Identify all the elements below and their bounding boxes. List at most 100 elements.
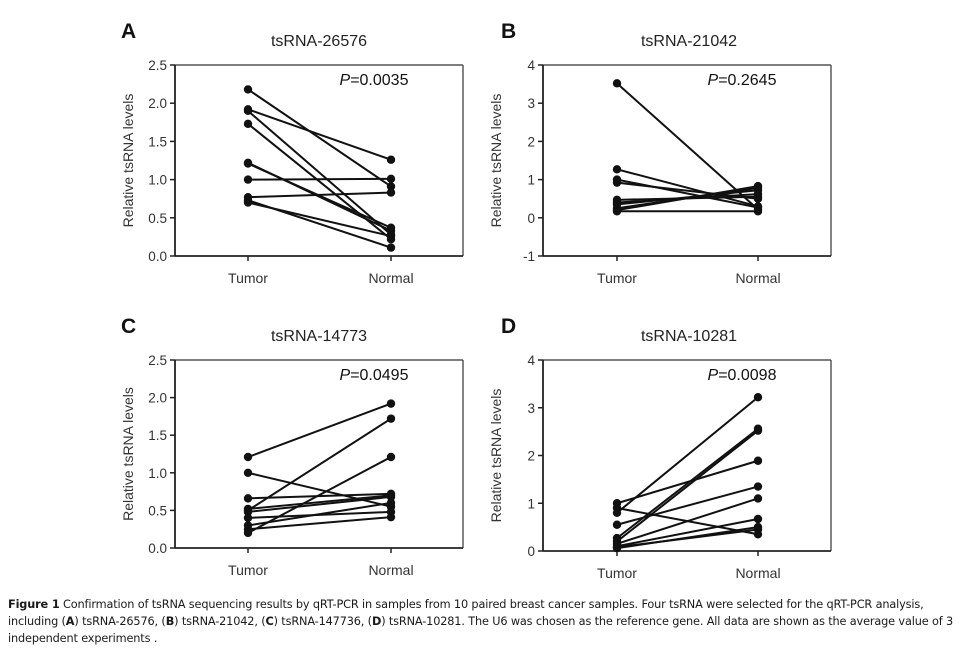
- pair-line: [247, 191, 392, 199]
- normal-point: [386, 155, 396, 164]
- pair-line: [247, 402, 392, 458]
- y-tick-label: 3: [527, 401, 535, 416]
- y-tick-label: 0.5: [148, 211, 167, 226]
- pair-line: [616, 497, 759, 545]
- x-tick-label: Tumor: [597, 565, 637, 581]
- y-tick-label: 0.0: [148, 541, 167, 556]
- p-value: =0.2645: [718, 72, 776, 89]
- pair-line: [247, 417, 392, 512]
- p-value: =0.0098: [718, 367, 776, 384]
- tumor-point: [243, 468, 253, 477]
- pair-line: [247, 494, 392, 510]
- chart-title: tsRNA-10281: [641, 328, 737, 345]
- pair-line: [616, 526, 759, 550]
- p-label: P: [340, 72, 351, 89]
- normal-point: [386, 498, 396, 508]
- caption-ref-b: B: [165, 615, 175, 628]
- tumor-point: [243, 159, 253, 168]
- tumor-point: [612, 178, 622, 187]
- caption-text: ) tsRNA-26576, (: [74, 615, 166, 628]
- y-tick-label: 1.5: [148, 428, 167, 443]
- y-tick-label: 1: [527, 173, 535, 188]
- caption-text: ) tsRNA-21042, (: [174, 615, 266, 628]
- tumor-point: [243, 513, 253, 523]
- panel-c: C tsRNA-14773 0.0 0.5 1.0 1.5 2.0 2.5 Tumor Nor…: [120, 315, 464, 578]
- y-tick-label: 2.0: [148, 96, 167, 111]
- normal-point: [386, 512, 396, 522]
- pair-line: [616, 82, 759, 211]
- tumor-point: [243, 507, 253, 517]
- tumor-point: [243, 452, 253, 462]
- figure-panels: A tsRNA-26576 0.0 0.5 1.0 1.5 2.0 2.5 Tumor Nor…: [120, 20, 832, 581]
- pair-line: [616, 178, 759, 209]
- y-axis-label: Relative tsRNA levels: [120, 387, 136, 521]
- x-tick-label: Tumor: [228, 562, 268, 578]
- tumor-point: [243, 494, 253, 503]
- p-value-annotation: P=0.2645: [708, 72, 777, 89]
- p-label: P: [708, 72, 719, 89]
- plot-area: -1 0 1 2 3 4 Tumor Normal Relative tsRNA levels P…: [488, 58, 832, 286]
- normal-point: [753, 522, 763, 532]
- tumor-point: [243, 85, 253, 94]
- y-axis-label: Relative tsRNA levels: [488, 389, 504, 523]
- y-tick-label: 2.0: [148, 391, 167, 406]
- tumor-point: [612, 520, 622, 529]
- caption-text: ) tsRNA-10281. The U6 was chosen as the …: [8, 615, 954, 645]
- y-tick-label: 1.0: [148, 173, 167, 188]
- x-tick-label: Normal: [735, 565, 780, 581]
- pair-line: [247, 123, 392, 240]
- tumor-point: [243, 106, 253, 116]
- p-value-annotation: P=0.0035: [340, 72, 409, 89]
- normal-point: [386, 174, 396, 184]
- y-tick-label: 0: [527, 544, 535, 559]
- pair-line: [616, 485, 759, 526]
- pair-line: [247, 177, 392, 181]
- plot-area: 0.0 0.5 1.0 1.5 2.0 2.5 Tumor Normal Relative ts…: [120, 353, 464, 578]
- pair-line: [616, 518, 759, 548]
- x-tick-label: Normal: [735, 270, 780, 286]
- normal-point: [753, 393, 763, 402]
- panel-letter: D: [501, 315, 516, 338]
- pair-line: [247, 471, 392, 508]
- y-tick-label: 2: [527, 134, 535, 149]
- pair-line: [247, 201, 392, 238]
- tumor-point: [612, 165, 622, 174]
- p-value: =0.0495: [350, 367, 408, 384]
- panel-a: A tsRNA-26576 0.0 0.5 1.0 1.5 2.0 2.5 Tumor Nor…: [120, 20, 464, 286]
- p-value-annotation: P=0.0495: [340, 367, 409, 384]
- y-tick-label: 1.0: [148, 466, 167, 481]
- normal-point: [386, 414, 396, 423]
- pair-line: [247, 456, 392, 534]
- tumor-point: [243, 175, 253, 184]
- tumor-point: [243, 528, 253, 538]
- pair-line: [616, 168, 759, 208]
- y-tick-label: 1.5: [148, 134, 167, 149]
- tumor-point: [243, 198, 253, 207]
- pair-line: [616, 427, 759, 539]
- normal-point: [386, 182, 396, 191]
- normal-point: [753, 207, 763, 216]
- caption-text: Confirmation of tsRNA sequencing results…: [8, 598, 924, 628]
- chart-title: tsRNA-26576: [271, 33, 367, 50]
- y-tick-label: 1: [527, 496, 535, 511]
- chart-title: tsRNA-14773: [271, 328, 367, 345]
- normal-point: [753, 494, 763, 503]
- normal-point: [753, 514, 763, 524]
- y-tick-label: 0.0: [148, 249, 167, 264]
- pair-line: [247, 495, 392, 513]
- y-tick-label: 4: [527, 58, 535, 73]
- normal-point: [386, 223, 396, 232]
- pair-line: [247, 110, 392, 236]
- y-tick-label: 2.5: [148, 353, 167, 368]
- p-value: =0.0035: [350, 72, 408, 89]
- tumor-point: [612, 508, 622, 517]
- p-label: P: [708, 367, 719, 384]
- plot-area: 0.0 0.5 1.0 1.5 2.0 2.5 Tumor Normal Relative ts…: [120, 58, 464, 286]
- normal-point: [753, 482, 763, 491]
- p-label: P: [340, 367, 351, 384]
- pair-line: [616, 185, 759, 212]
- y-axis-label: Relative tsRNA levels: [488, 94, 504, 228]
- pair-line: [247, 516, 392, 531]
- caption-label: Figure 1: [8, 598, 60, 611]
- normal-point: [753, 426, 763, 435]
